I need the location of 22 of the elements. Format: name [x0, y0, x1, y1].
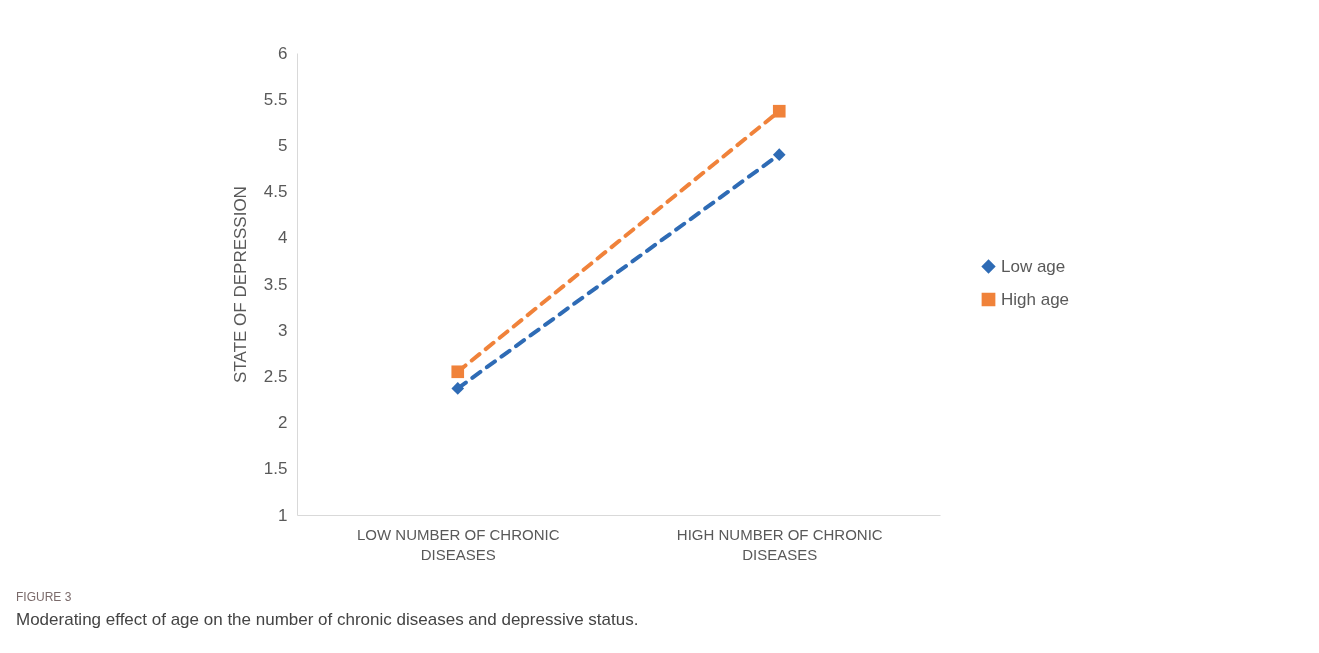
y-tick-label: 4.5 [263, 182, 288, 202]
y-tick-label: 5.5 [263, 89, 288, 109]
point [772, 104, 786, 118]
y-tick-label: 1 [278, 505, 288, 525]
y-tick-label: 2.5 [263, 366, 288, 386]
y-tick-label: 6 [278, 43, 288, 63]
point [772, 148, 786, 161]
legend-label: High age [1001, 289, 1070, 309]
y-tick-label: 5 [278, 135, 288, 155]
text: Moderating effect of age on the number of chronic diseases and depressive status. [16, 610, 639, 630]
x-tick-label: HIGH NUMBER OF CHRONIC DISEASES [676, 525, 883, 563]
y-tick-label: 1.5 [263, 459, 288, 479]
y-tick-label: 4 [278, 228, 288, 248]
point [451, 365, 465, 379]
x-tick-label: LOW NUMBER OF CHRONIC DISEASES [357, 525, 560, 563]
y-axis-title: STATE OF DEPRESSION [230, 186, 250, 383]
caption: FIGURE 3 [16, 590, 73, 604]
y-tick-label: 3.5 [263, 274, 288, 294]
y-tick-label: 3 [278, 320, 288, 340]
point [451, 382, 465, 395]
y-tick-label: 2 [278, 413, 288, 433]
legend-label: Low age [1001, 256, 1066, 276]
